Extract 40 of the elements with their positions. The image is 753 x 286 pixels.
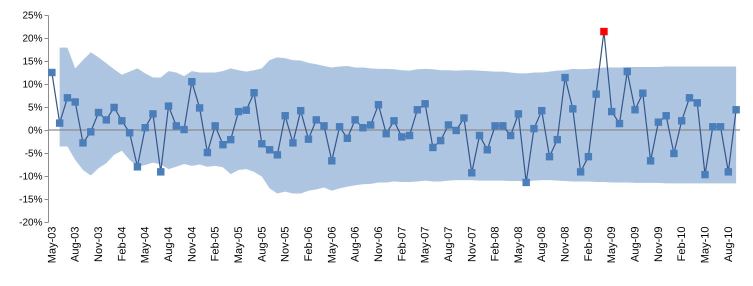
x-tick-label: Aug-03 — [70, 226, 82, 262]
x-tick-label: Feb-08 — [490, 226, 502, 262]
x-tick-label: Aug-05 — [256, 226, 268, 262]
x-tick-label: May-05 — [232, 226, 245, 264]
x-tick-label: Feb-06 — [302, 226, 315, 262]
y-tick-label: -5% — [24, 148, 43, 160]
y-tick-label: 25% — [22, 10, 43, 22]
y-tick-label: -15% — [19, 194, 43, 206]
x-tick-label: Aug-04 — [163, 226, 176, 262]
x-tick-label: Aug-07 — [442, 226, 455, 262]
x-tick-label: Aug-06 — [350, 226, 362, 262]
x-tick-label: Nov-06 — [372, 226, 385, 262]
x-tick-label: Aug-09 — [630, 226, 642, 262]
y-tick-label: -20% — [19, 218, 43, 228]
x-tick-label: May-07 — [420, 226, 432, 264]
x-tick-label: May-03 — [46, 226, 58, 264]
x-tick-label: Feb-05 — [210, 226, 222, 262]
y-tick-label: 10% — [22, 80, 43, 90]
y-tick-label: 5% — [28, 102, 43, 114]
x-tick-label: Feb-04 — [116, 226, 128, 262]
x-tick-label: Feb-10 — [676, 226, 688, 262]
x-tick-label: Nov-04 — [186, 226, 198, 262]
x-tick-label: Nov-09 — [652, 226, 665, 262]
x-tick-label: May-10 — [700, 226, 712, 264]
x-tick-label: Nov-08 — [560, 226, 572, 262]
y-tick-label: 20% — [22, 34, 43, 44]
x-tick-label: Aug-10 — [722, 226, 735, 262]
y-tick-label: 15% — [22, 56, 43, 68]
y-tick-label: -10% — [19, 172, 43, 182]
x-tick-label: Nov-03 — [93, 226, 106, 262]
x-tick-label: May-08 — [512, 226, 525, 264]
y-tick-label: 0% — [28, 126, 43, 136]
x-tick-label: May-09 — [606, 226, 618, 264]
x-tick-label: Aug-08 — [536, 226, 548, 262]
x-tick-label: Nov-05 — [280, 226, 292, 262]
x-tick-label: Feb-09 — [582, 226, 595, 262]
x-tick-label: May-06 — [326, 226, 338, 264]
x-tick-label: Nov-07 — [466, 226, 478, 262]
x-tick-label: Feb-07 — [396, 226, 408, 262]
x-tick-label: May-04 — [140, 226, 152, 264]
